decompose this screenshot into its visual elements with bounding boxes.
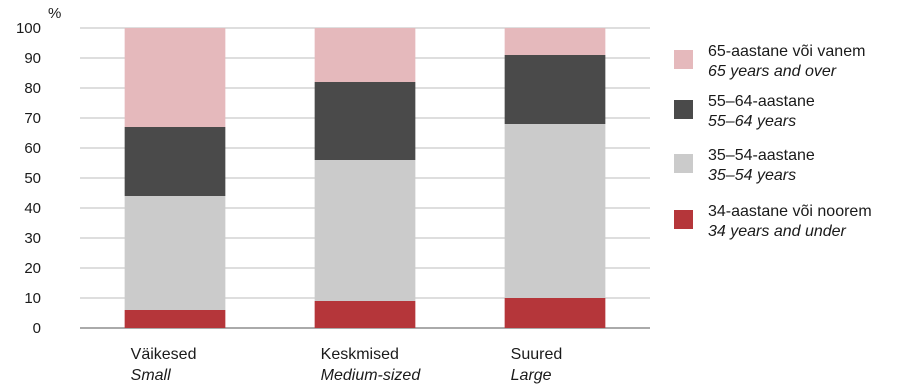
- legend-label-34-and-under: 34-aastane või noorem: [708, 203, 872, 220]
- y-tick-label-50: 50: [24, 170, 41, 187]
- y-tick-label-0: 0: [33, 320, 41, 337]
- legend-swatch-55-64: [674, 100, 693, 119]
- x-tick-label-en-small: Small: [131, 367, 171, 384]
- legend-label-35-54: 35–54-aastane: [708, 147, 815, 164]
- bar-small-s55: [124, 127, 226, 196]
- x-tick-label-en-large: Large: [511, 367, 552, 384]
- y-tick-label-90: 90: [24, 50, 41, 67]
- bar-medium-sized-s35: [314, 160, 416, 301]
- legend-item-55-64: 55–64-aastane 55–64 years: [674, 92, 900, 138]
- bar-small-s65: [124, 28, 226, 127]
- x-tick-label-small: Väikesed: [131, 346, 197, 363]
- bar-medium-sized-s55: [314, 82, 416, 160]
- legend-label-en-55-64: 55–64 years: [708, 113, 797, 130]
- legend-swatch-34-and-under: [674, 210, 693, 229]
- y-tick-label-80: 80: [24, 80, 41, 97]
- bar-medium-sized-s65: [314, 28, 416, 82]
- y-tick-label-70: 70: [24, 110, 41, 127]
- legend-label-en-34-and-under: 34 years and under: [708, 223, 846, 240]
- bar-medium-sized-s34: [314, 301, 416, 328]
- legend-item-34-and-under: 34-aastane või noorem 34 years and under: [674, 202, 900, 248]
- legend-swatch-65-and-over: [674, 50, 693, 69]
- legend-label-65-and-over: 65-aastane või vanem: [708, 43, 866, 60]
- bar-small-s34: [124, 310, 226, 328]
- y-tick-label-100: 100: [16, 20, 41, 37]
- legend-label-en-65-and-over: 65 years and over: [708, 63, 837, 80]
- legend-item-65-and-over: 65-aastane või vanem 65 years and over: [674, 42, 900, 88]
- x-tick-label-large: Suured: [511, 346, 563, 363]
- y-tick-label-20: 20: [24, 260, 41, 277]
- legend-swatch-35-54: [674, 154, 693, 173]
- legend-label-55-64: 55–64-aastane: [708, 93, 815, 110]
- bar-large-s34: [504, 298, 606, 328]
- y-tick-label-60: 60: [24, 140, 41, 157]
- legend-item-35-54: 35–54-aastane 35–54 years: [674, 146, 900, 192]
- bar-large-s55: [504, 55, 606, 124]
- x-tick-label-medium-sized: Keskmised: [321, 346, 399, 363]
- chart-legend: 65-aastane või vanem 65 years and over 5…: [674, 0, 900, 384]
- y-axis-unit-label: %: [48, 5, 61, 22]
- y-tick-label-10: 10: [24, 290, 41, 307]
- x-tick-label-en-medium-sized: Medium-sized: [321, 367, 422, 384]
- legend-label-en-35-54: 35–54 years: [708, 167, 797, 184]
- stacked-bar-chart: 0 10 20 30 40 50 60 70 80 90 100% Väikesed Small Kesk…: [16, 5, 650, 384]
- bar-small-s35: [124, 196, 226, 310]
- bar-large-s65: [504, 28, 606, 55]
- y-tick-label-40: 40: [24, 200, 41, 217]
- bar-large-s35: [504, 124, 606, 298]
- y-tick-label-30: 30: [24, 230, 41, 247]
